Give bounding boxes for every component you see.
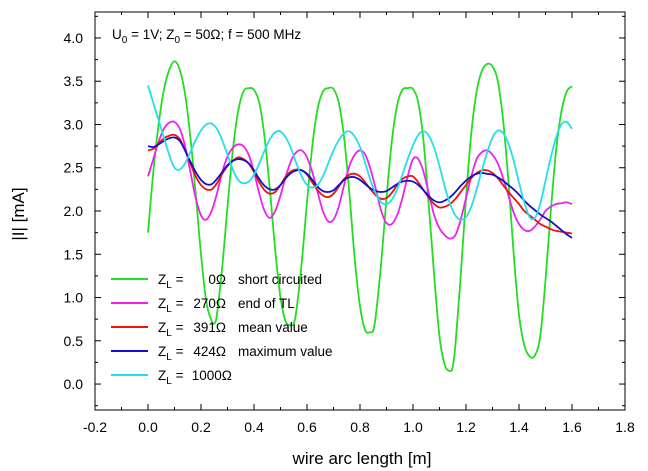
legend-equals: = [172,320,184,335]
legend-value: 1000Ω [188,368,232,383]
legend-label: ZL = 270Ω end of TL [158,296,295,315]
legend-symbol: Z [158,368,166,383]
legend-equals: = [172,296,184,311]
legend-value: 270Ω [193,296,226,311]
x-tick-label: 0.6 [297,419,317,435]
annotation-u-rest: = 1V; [127,27,166,42]
y-tick-label: 4.0 [64,30,84,46]
legend-label: ZL = 0Ω short circuited [158,272,322,291]
y-tick-label: 1.0 [64,290,84,306]
legend-subscript: L [166,280,172,291]
legend-symbol: Z [158,320,166,335]
legend-value: 424Ω [193,344,226,359]
legend-value: 0Ω [208,272,226,287]
x-axis-label: wire arc length [m] [292,449,432,468]
legend-description: end of TL [238,296,295,311]
y-axis-label: |I| [mA] [9,187,28,240]
legend-item: ZL = 0Ω short circuited [111,272,322,291]
x-tick-label: 0.0 [138,419,158,435]
series-line-1 [147,60,573,373]
y-tick-labels: 0.0 0.5 1.0 1.5 2.0 2.5 3.0 3.5 4.0 [64,30,84,392]
legend-equals: = [172,344,184,359]
y-tick-label: 1.5 [64,246,84,262]
annotation-u-subscript: 0 [122,35,128,46]
legend-item: ZL = 424Ω maximum value [111,344,333,363]
legend-subscript: L [166,328,172,339]
legend-symbol: Z [158,272,166,287]
series-line-3 [147,133,573,235]
plot-frame [94,11,626,411]
parameter-annotation: U0 = 1V; Z0 = 50Ω; f = 500 MHz [112,27,301,46]
legend-description: maximum value [238,344,333,359]
x-tick-label: 1.4 [509,419,529,435]
x-tick-labels: -0.2 0.0 0.2 0.4 0.6 0.8 1.0 1.2 1.4 1.6 1.8 [83,419,635,435]
x-tick-label: 0.4 [244,419,264,435]
y-tick-label: 0.0 [64,376,84,392]
legend-item: ZL = 391Ω mean value [111,320,308,339]
legend-label: ZL = 1000Ω [158,368,232,387]
x-tick-label: 1.2 [456,419,476,435]
legend-subscript: L [166,376,172,387]
legend-symbol: Z [158,344,166,359]
legend-subscript: L [166,304,172,315]
legend-description: short circuited [238,272,322,287]
x-tick-label: -0.2 [83,419,107,435]
legend-label: ZL = 391Ω mean value [158,320,308,339]
legend-label: ZL = 424Ω maximum value [158,344,333,363]
x-tick-label: 1.8 [615,419,635,435]
x-tick-label: 0.8 [350,419,370,435]
x-tick-label: 0.2 [191,419,211,435]
legend-symbol: Z [158,296,166,311]
legend-value: 391Ω [193,320,226,335]
x-tick-label: 1.0 [403,419,423,435]
y-tick-label: 3.5 [64,73,84,89]
y-tick-label: 2.5 [64,160,84,176]
legend-subscript: L [166,352,172,363]
series-line-4 [147,136,573,239]
legend-item: ZL = 270Ω end of TL [111,296,295,315]
legend-item: ZL = 1000Ω [111,368,232,387]
y-tick-label: 0.5 [64,333,84,349]
annotation-z-subscript: 0 [174,35,180,46]
series-line-2 [147,120,573,240]
y-tick-label: 3.0 [64,116,84,132]
series-lines [147,60,573,373]
annotation-z-symbol: Z [166,27,174,42]
y-tick-label: 2.0 [64,203,84,219]
legend-equals: = [172,368,184,383]
legend-equals: = [172,272,184,287]
series-line-5 [147,85,573,221]
annotation-z-rest: = 50Ω; f = 500 MHz [180,27,301,42]
annotation-u-symbol: U [112,27,122,42]
legend-description: mean value [238,320,308,335]
x-tick-label: 1.6 [562,419,582,435]
